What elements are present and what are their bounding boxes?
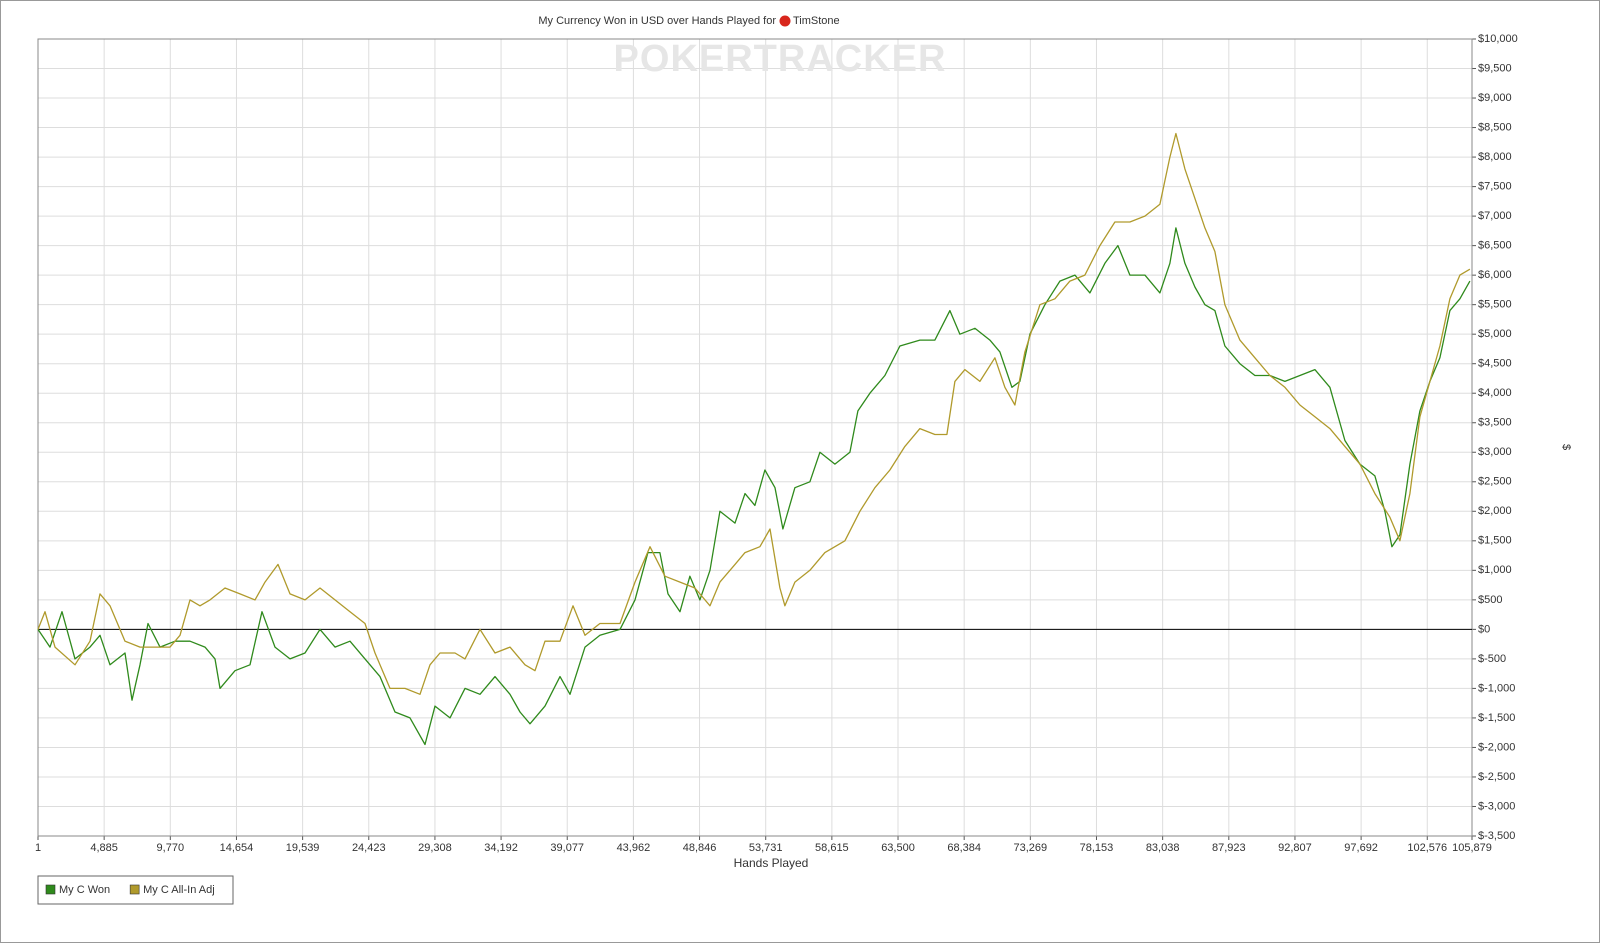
y-tick-label: $7,500: [1478, 180, 1512, 192]
y-tick-label: $0: [1478, 623, 1490, 635]
y-tick-label: $1,500: [1478, 535, 1512, 547]
y-tick-label: $-2,000: [1478, 741, 1515, 753]
x-tick-label: 53,731: [749, 842, 783, 854]
x-tick-label: 34,192: [484, 842, 518, 854]
x-tick-label: 78,153: [1080, 842, 1114, 854]
y-tick-label: $1,000: [1478, 564, 1512, 576]
y-tick-label: $6,500: [1478, 240, 1512, 252]
x-tick-label: 14,654: [220, 842, 254, 854]
y-tick-label: $9,500: [1478, 62, 1512, 74]
legend-swatch: [45, 884, 56, 895]
y-tick-label: $4,500: [1478, 358, 1512, 370]
player-icon: [779, 15, 791, 27]
x-tick-label: 43,962: [617, 842, 651, 854]
legend-label: My C Won: [59, 884, 110, 896]
y-tick-label: $8,500: [1478, 121, 1512, 133]
y-tick-label: $10,000: [1478, 33, 1518, 45]
x-tick-label: 48,846: [683, 842, 717, 854]
x-tick-label: 92,807: [1278, 842, 1312, 854]
x-tick-label: 39,077: [550, 842, 584, 854]
x-tick-label: 105,879: [1452, 842, 1492, 854]
y-tick-label: $8,000: [1478, 151, 1512, 163]
y-tick-label: $3,500: [1478, 417, 1512, 429]
y-tick-label: $4,000: [1478, 387, 1512, 399]
y-tick-label: $3,000: [1478, 446, 1512, 458]
y-tick-label: $2,000: [1478, 505, 1512, 517]
y-tick-label: $-1,500: [1478, 712, 1515, 724]
x-tick-label: 19,539: [286, 842, 320, 854]
y-tick-label: $5,500: [1478, 299, 1512, 311]
x-tick-label: 29,308: [418, 842, 452, 854]
series-line: [37, 132, 1471, 695]
y-tick-label: $7,000: [1478, 210, 1512, 222]
x-tick-label: 63,500: [881, 842, 915, 854]
y-tick-label: $500: [1478, 594, 1502, 606]
y-tick-label: $5,000: [1478, 328, 1512, 340]
y-tick-label: $2,500: [1478, 476, 1512, 488]
legend-swatch: [129, 884, 140, 895]
x-tick-label: 4,885: [90, 842, 118, 854]
x-tick-label: 24,423: [352, 842, 386, 854]
x-tick-label: 97,692: [1344, 842, 1378, 854]
grid: [37, 38, 1473, 837]
x-axis-label: Hands Played: [734, 856, 809, 870]
x-tick-label: 83,038: [1146, 842, 1180, 854]
y-tick-label: $6,000: [1478, 269, 1512, 281]
legend-label: My C All-In Adj: [143, 884, 215, 896]
plot-area: [38, 39, 1472, 836]
watermark: POKERTRACKER: [614, 38, 947, 80]
y-axis-label: $: [1560, 444, 1572, 450]
y-tick-label: $-500: [1478, 653, 1506, 665]
x-tick-label: 1: [35, 842, 41, 854]
y-tick-label: $-1,000: [1478, 682, 1515, 694]
y-tick-label: $-2,500: [1478, 771, 1515, 783]
y-tick-label: $-3,500: [1478, 830, 1515, 842]
x-tick-label: 87,923: [1212, 842, 1246, 854]
y-tick-label: $9,000: [1478, 92, 1512, 104]
x-tick-label: 68,384: [947, 842, 981, 854]
x-tick-label: 9,770: [157, 842, 185, 854]
chart-title: My Currency Won in USD over Hands Played…: [538, 15, 776, 27]
y-tick-label: $-3,000: [1478, 800, 1515, 812]
series-line: [37, 227, 1471, 746]
player-name: TimStone: [793, 15, 840, 27]
x-tick-label: 58,615: [815, 842, 849, 854]
x-tick-label: 102,576: [1407, 842, 1447, 854]
x-tick-label: 73,269: [1014, 842, 1048, 854]
plot-border: [37, 38, 1473, 837]
